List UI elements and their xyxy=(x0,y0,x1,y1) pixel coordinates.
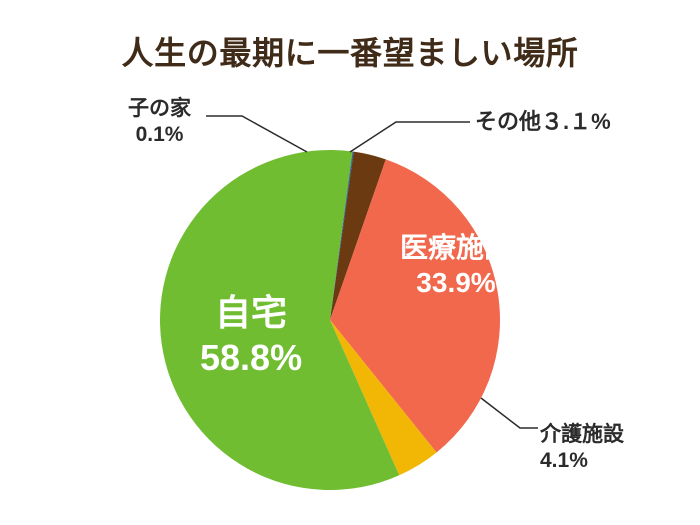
slice-label-value: 33.9% xyxy=(400,265,512,300)
outer-label-care: 介護施設4.1% xyxy=(540,422,624,475)
leader-line-care xyxy=(481,398,538,428)
leader-line-child xyxy=(206,116,307,152)
slice-label-home: 自宅58.8% xyxy=(200,290,302,380)
slice-label-medical: 医療施設33.9% xyxy=(400,230,512,300)
slice-label-value: 58.8% xyxy=(200,335,302,380)
leader-line-other xyxy=(350,122,470,152)
chart-stage: 人生の最期に一番望ましい場所 医療施設33.9%自宅58.8%その他３.１%介護… xyxy=(0,0,700,525)
slice-label-name: 自宅 xyxy=(200,290,302,335)
outer-label-other: その他３.１% xyxy=(475,108,611,136)
outer-label-child: 子の家0.1% xyxy=(128,96,191,149)
slice-label-name: 医療施設 xyxy=(400,230,512,265)
